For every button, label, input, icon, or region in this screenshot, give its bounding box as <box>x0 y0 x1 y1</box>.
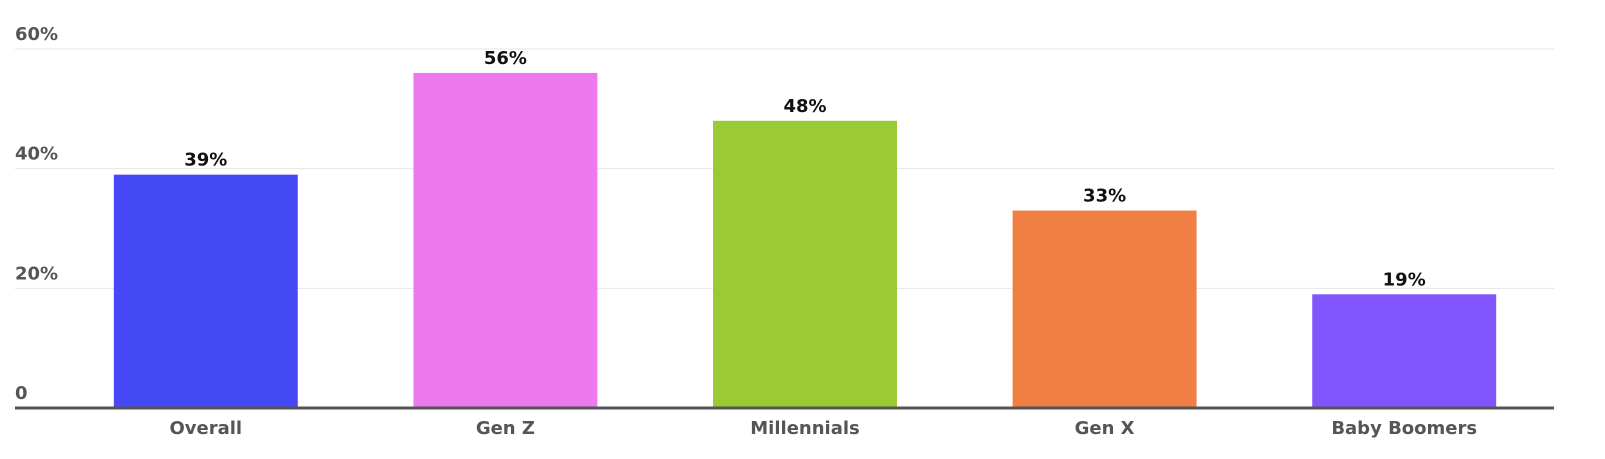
value-label: 19% <box>1383 269 1426 290</box>
y-tick-label: 0 <box>15 383 28 404</box>
bar <box>1312 294 1497 408</box>
value-label: 48% <box>783 96 826 117</box>
value-label: 39% <box>184 150 227 171</box>
bar <box>713 120 897 409</box>
x-tick-label: Gen Z <box>476 418 535 439</box>
bar <box>113 174 298 408</box>
x-tick-label: Baby Boomers <box>1331 418 1477 439</box>
y-tick-label: 60% <box>15 24 58 45</box>
y-tick-label: 40% <box>15 144 58 165</box>
x-tick-label: Overall <box>169 418 242 439</box>
value-label: 56% <box>484 48 527 69</box>
bar <box>413 72 598 408</box>
value-label: 33% <box>1083 186 1126 207</box>
x-tick-label: Millennials <box>750 418 859 439</box>
y-tick-label: 20% <box>15 263 58 284</box>
bar <box>1012 210 1197 408</box>
x-tick-label: Gen X <box>1075 418 1135 439</box>
